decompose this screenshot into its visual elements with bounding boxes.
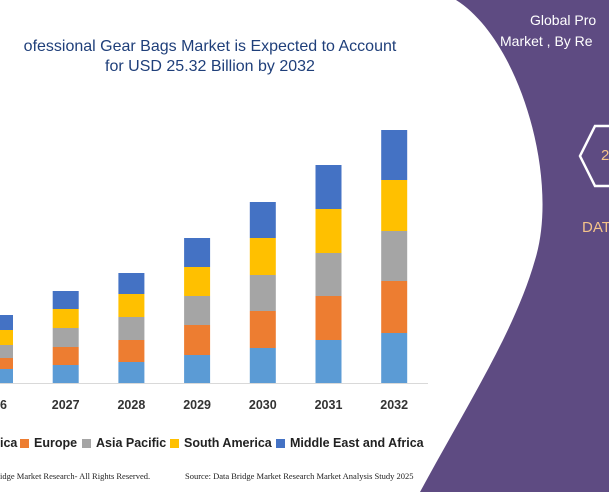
bar-segment-3-2: [184, 296, 211, 325]
legend-label-0: ica: [0, 436, 18, 450]
footer-source: Source: Data Bridge Market Research Mark…: [185, 471, 414, 481]
panel-title-line-1: Global Pro: [530, 12, 597, 28]
bar-segment-6-4: [381, 130, 408, 180]
bar-segment-5-3: [315, 209, 342, 253]
bar-segment-2-2: [118, 317, 145, 340]
legend-label-3: South America: [184, 436, 272, 450]
bar-segment-1-4: [52, 291, 79, 309]
bar-segment-6-3: [381, 180, 408, 231]
bar-segment-0-0: [0, 369, 13, 383]
legend-swatch-2: [82, 438, 91, 448]
chart-title-line-2: for USD 25.32 Billion by 2032: [105, 58, 315, 75]
panel-label: DAT: [582, 219, 609, 236]
legend-item-2: Asia Pacific: [82, 436, 166, 450]
bar-segment-4-4: [249, 202, 276, 238]
x-tick-label: 2028: [117, 398, 145, 412]
bar-segment-6-1: [381, 281, 408, 333]
bar-segment-2-1: [118, 340, 145, 362]
tick-labels-group: 26 2027 2028 2029 2030 2031 2032: [0, 398, 408, 412]
bar-segment-0-3: [0, 330, 13, 345]
bar-segment-1-3: [52, 309, 79, 328]
chart-title-line-1: ofessional Gear Bags Market is Expected …: [23, 38, 397, 55]
bar-segment-0-1: [0, 358, 13, 369]
legend-label-4: Middle East and Africa: [290, 436, 424, 450]
legend-label-2: Asia Pacific: [96, 436, 167, 450]
bar-segment-1-0: [52, 365, 79, 383]
legend-item-0: ica: [0, 436, 17, 450]
bar-segment-4-3: [249, 238, 276, 275]
legend-swatch-4: [276, 438, 285, 448]
x-tick-label: 2029: [183, 398, 211, 412]
legend-label-1: Europe: [34, 436, 78, 450]
bar-segment-2-3: [118, 294, 145, 317]
bar-segment-3-1: [184, 325, 211, 355]
bar-segment-3-4: [184, 238, 211, 267]
bar-segment-2-4: [118, 273, 145, 294]
side-panel-shape: [420, 0, 609, 492]
bar-segment-4-0: [249, 348, 276, 383]
bar-segment-3-0: [184, 355, 211, 383]
x-tick-label: 26: [0, 398, 7, 412]
legend-item-4: Middle East and Africa: [276, 436, 424, 450]
x-tick-label: 2030: [249, 398, 277, 412]
panel-title-line-2: Market , By Re: [500, 33, 593, 49]
footer-copyright: idge Market Research- All Rights Reserve…: [0, 471, 151, 481]
bar-segment-5-2: [315, 253, 342, 296]
bar-segment-1-2: [52, 328, 79, 347]
bar-segment-2-0: [118, 362, 145, 383]
bar-segment-5-0: [315, 340, 342, 383]
bar-segment-1-1: [52, 347, 79, 365]
x-tick-label: 2032: [380, 398, 408, 412]
bar-segment-6-2: [381, 231, 408, 281]
bar-segment-5-1: [315, 296, 342, 340]
x-tick-label: 2031: [315, 398, 343, 412]
panel-badge: 2: [601, 147, 609, 164]
bar-segment-0-4: [0, 315, 13, 330]
bar-segment-5-4: [315, 165, 342, 209]
hexagon-icon: [578, 124, 609, 188]
legend-swatch-1: [20, 438, 29, 448]
bar-segment-4-2: [249, 275, 276, 311]
bars-group: [0, 130, 408, 383]
legend-item-1: Europe: [20, 436, 77, 450]
bar-segment-3-3: [184, 267, 211, 296]
legend-item-3: South America: [170, 436, 272, 450]
bar-segment-0-2: [0, 345, 13, 358]
bar-segment-6-0: [381, 333, 408, 383]
x-tick-label: 2027: [52, 398, 80, 412]
legend-swatch-3: [170, 438, 179, 448]
bar-segment-4-1: [249, 311, 276, 348]
